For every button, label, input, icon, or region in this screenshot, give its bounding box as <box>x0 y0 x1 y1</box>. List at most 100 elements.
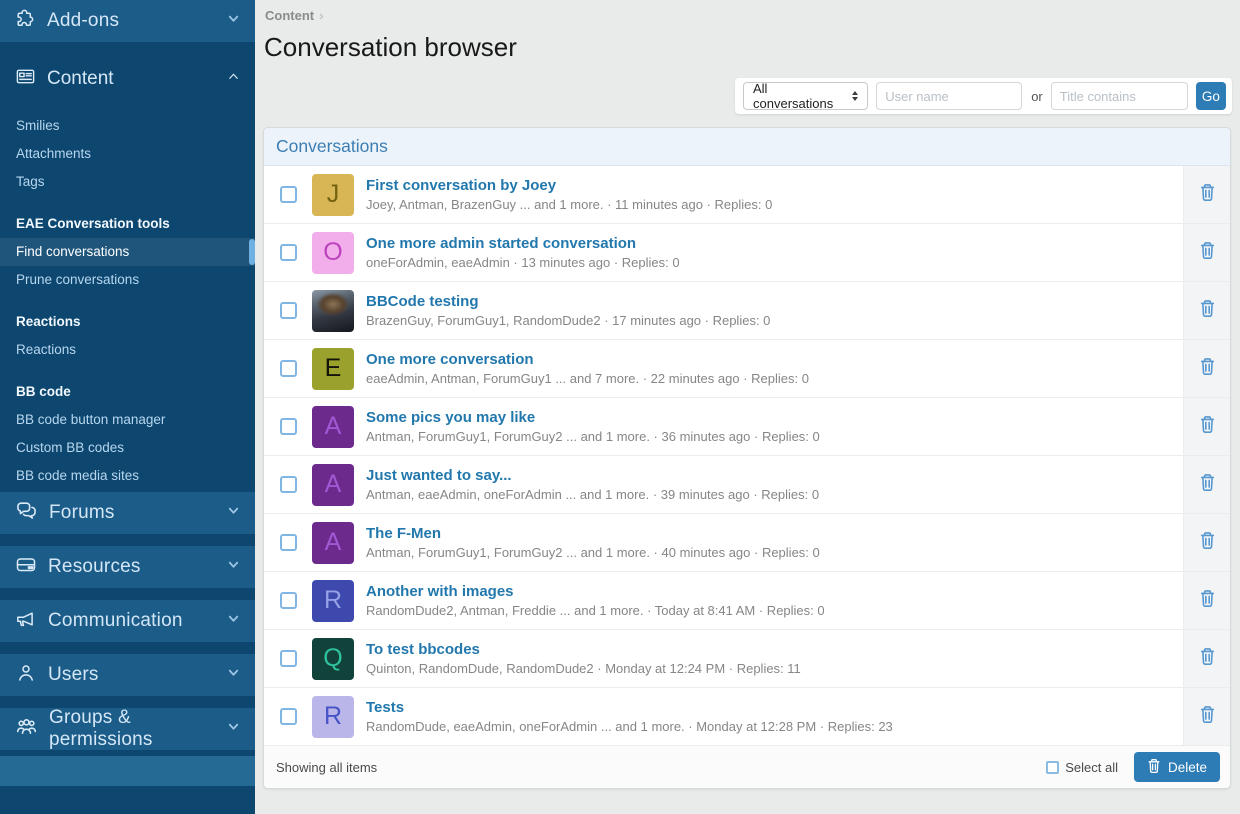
row-delete-button[interactable] <box>1183 340 1230 397</box>
conversation-meta: Antman, ForumGuy1, ForumGuy2 ... and 1 m… <box>366 545 820 560</box>
puzzle-icon <box>15 8 36 34</box>
trash-icon <box>1199 415 1216 439</box>
row-delete-button[interactable] <box>1183 688 1230 745</box>
sidebar-item-custom-bbcodes[interactable]: Custom BB codes <box>16 440 125 455</box>
sidebar-item-label: Find conversations <box>16 244 130 259</box>
conversation-title-link[interactable]: BBCode testing <box>366 293 479 310</box>
menu-group-heading: BB code <box>16 384 71 399</box>
trash-icon <box>1199 183 1216 207</box>
conversation-type-select[interactable]: All conversations <box>743 81 869 111</box>
sidebar-item-smilies[interactable]: Smilies <box>16 118 60 133</box>
content-menu: Smilies Attachments Tags EAE Conversatio… <box>0 106 255 490</box>
conversation-title-link[interactable]: The F-Men <box>366 525 441 542</box>
trash-icon <box>1199 589 1216 613</box>
row-checkbox[interactable] <box>279 302 297 319</box>
row-checkbox[interactable] <box>279 186 297 203</box>
conversations-panel: Conversations J First conversation by Jo… <box>263 127 1231 789</box>
chevron-up-icon <box>226 69 241 89</box>
conversation-title-link[interactable]: One more conversation <box>366 351 534 368</box>
filter-bar: All conversations or Go <box>735 78 1232 114</box>
drive-box-icon <box>15 554 37 581</box>
conversation-title-link[interactable]: First conversation by Joey <box>366 177 557 194</box>
row-delete-button[interactable] <box>1183 166 1230 223</box>
row-checkbox[interactable] <box>279 360 297 377</box>
trash-icon <box>1199 357 1216 381</box>
panel-footer: Showing all items Select all Delete <box>264 746 1230 788</box>
sidebar-section-content[interactable]: Content <box>0 52 255 106</box>
row-delete-button[interactable] <box>1183 224 1230 281</box>
selected-indicator <box>249 239 255 265</box>
sidebar-section-label: Users <box>48 664 99 685</box>
avatar: R <box>312 579 354 622</box>
sidebar-item-prune-conversations[interactable]: Prune conversations <box>16 272 140 287</box>
sidebar-section-next-partial[interactable] <box>0 756 255 786</box>
row-delete-button[interactable] <box>1183 572 1230 629</box>
conversation-title-link[interactable]: Some pics you may like <box>366 409 536 426</box>
row-delete-button[interactable] <box>1183 398 1230 455</box>
row-checkbox[interactable] <box>279 244 297 261</box>
sidebar-section-communication[interactable]: Communication <box>0 600 255 642</box>
row-delete-button[interactable] <box>1183 282 1230 339</box>
trash-icon <box>1199 473 1216 497</box>
delete-button[interactable]: Delete <box>1133 752 1220 782</box>
trash-icon <box>1199 705 1216 729</box>
sidebar-section-addons[interactable]: Add-ons <box>0 0 255 42</box>
select-all-checkbox[interactable] <box>1046 760 1060 774</box>
conversation-title-link[interactable]: Tests <box>366 699 405 716</box>
conversation-row: A Some pics you may like Antman, ForumGu… <box>264 398 1230 456</box>
sidebar-section-users[interactable]: Users <box>0 654 255 696</box>
row-delete-button[interactable] <box>1183 514 1230 571</box>
trash-icon <box>1199 647 1216 671</box>
conversation-title-link[interactable]: Just wanted to say... <box>366 467 512 484</box>
row-checkbox[interactable] <box>279 534 297 551</box>
breadcrumb-item-content[interactable]: Content <box>265 8 315 23</box>
breadcrumb: Content › <box>265 8 323 23</box>
sidebar-section-label: Resources <box>48 556 141 577</box>
avatar: E <box>312 347 354 390</box>
sidebar-item-bbcode-button-manager[interactable]: BB code button manager <box>16 412 166 427</box>
go-button[interactable]: Go <box>1195 82 1226 110</box>
row-checkbox[interactable] <box>279 650 297 667</box>
or-label: or <box>1031 88 1043 104</box>
avatar: R <box>312 695 354 738</box>
conversation-title-link[interactable]: To test bbcodes <box>366 641 480 658</box>
chevron-down-icon <box>226 557 241 577</box>
conversation-title-link[interactable]: One more admin started conversation <box>366 235 637 252</box>
row-checkbox[interactable] <box>279 418 297 435</box>
trash-icon <box>1199 531 1216 555</box>
sidebar-section-label: Groups & permissions <box>49 707 153 750</box>
user-name-input[interactable] <box>876 82 1023 110</box>
conversation-row: E One more conversation eaeAdmin, Antman… <box>264 340 1230 398</box>
row-checkbox[interactable] <box>279 592 297 609</box>
conversation-meta: Joey, Antman, BrazenGuy ... and 1 more. … <box>366 197 773 212</box>
sidebar-item-tags[interactable]: Tags <box>16 174 45 189</box>
row-checkbox[interactable] <box>279 708 297 725</box>
chat-bubbles-icon <box>15 499 38 527</box>
conversation-meta: RandomDude2, Antman, Freddie ... and 1 m… <box>366 603 825 618</box>
sidebar-item-find-conversations[interactable]: Find conversations <box>0 238 255 266</box>
menu-group-heading: Reactions <box>16 314 81 329</box>
conversation-title-link[interactable]: Another with images <box>366 583 514 600</box>
conversation-row: A The F-Men Antman, ForumGuy1, ForumGuy2… <box>264 514 1230 572</box>
trash-icon <box>1199 299 1216 323</box>
sidebar-section-groups-permissions[interactable]: Groups & permissions <box>0 707 255 750</box>
panel-header: Conversations <box>264 128 1230 166</box>
avatar: Q <box>312 637 354 680</box>
sidebar-section-label: Add-ons <box>47 10 120 31</box>
conversation-row: A Just wanted to say... Antman, eaeAdmin… <box>264 456 1230 514</box>
sidebar-item-attachments[interactable]: Attachments <box>16 146 92 161</box>
select-value: All conversations <box>753 81 834 111</box>
title-contains-input[interactable] <box>1050 82 1188 110</box>
sidebar-item-reactions[interactable]: Reactions <box>16 342 77 357</box>
chevron-down-icon <box>226 665 241 685</box>
row-delete-button[interactable] <box>1183 456 1230 513</box>
conversation-row: R Another with images RandomDude2, Antma… <box>264 572 1230 630</box>
avatar: A <box>312 521 354 564</box>
admin-sidebar: Add-ons Content Smilies Attachments Tags… <box>0 0 255 814</box>
row-checkbox[interactable] <box>279 476 297 493</box>
row-delete-button[interactable] <box>1183 630 1230 687</box>
sidebar-section-forums[interactable]: Forums <box>0 492 255 534</box>
user-icon <box>15 662 37 689</box>
sidebar-item-bbcode-media-sites[interactable]: BB code media sites <box>16 468 140 483</box>
sidebar-section-resources[interactable]: Resources <box>0 546 255 588</box>
